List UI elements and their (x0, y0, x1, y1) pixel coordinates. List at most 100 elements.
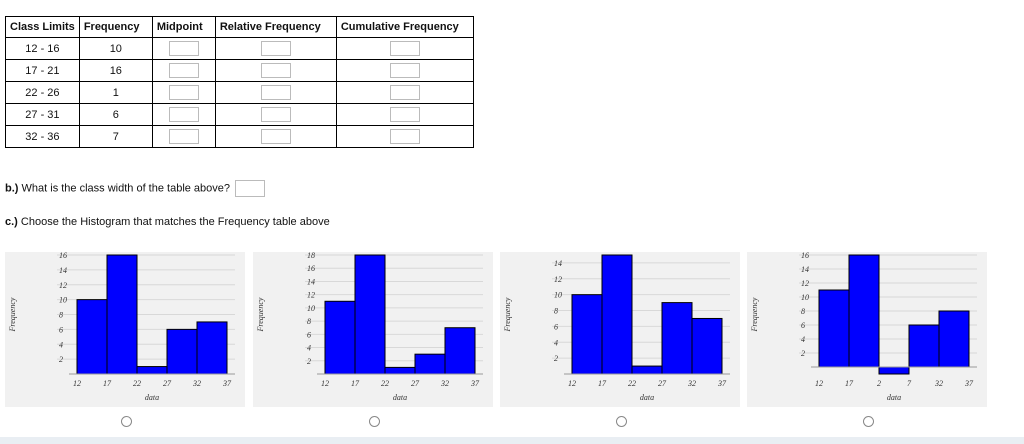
x-tick-label: 22 (133, 379, 141, 388)
frequency-table: Class Limits Frequency Midpoint Relative… (5, 16, 474, 148)
x-tick-label: 37 (717, 379, 727, 388)
y-tick-label: 2 (59, 355, 63, 364)
histogram-option-3: 2 4 6 8 10 12 14 12 17 22 27 32 37 data Frequency (500, 252, 740, 407)
y-axis-label: Frequency (750, 297, 759, 332)
y-tick-label: 18 (307, 252, 315, 260)
y-tick-label: 4 (554, 338, 558, 347)
x-tick-label: 27 (658, 379, 667, 388)
histogram-bar (691, 317, 723, 375)
histogram-bar (571, 294, 603, 375)
cumulative-frequency-input[interactable] (389, 107, 420, 122)
x-tick-label: 37 (964, 379, 974, 388)
y-tick-label: 16 (307, 264, 315, 273)
question-c: c.) Choose the Histogram that matches th… (5, 216, 330, 228)
y-tick-label: 14 (801, 265, 809, 274)
histogram-chart-3: 2 4 6 8 10 12 14 12 17 22 27 32 37 data Frequency (503, 254, 730, 402)
x-tick-label: 2 (877, 379, 881, 388)
histogram-bar (848, 254, 880, 368)
question-b-text: What is the class width of the table abo… (21, 182, 231, 195)
relative-frequency-input[interactable] (260, 107, 291, 122)
y-tick-label: 6 (801, 321, 805, 330)
x-tick-label: 12 (321, 379, 329, 388)
x-tick-label: 27 (411, 379, 420, 388)
histogram-bar (136, 366, 168, 375)
histogram-option-1-radio[interactable] (121, 416, 132, 427)
y-tick-label: 10 (554, 291, 562, 300)
x-tick-label: 32 (440, 379, 449, 388)
table-header-row: Class Limits Frequency Midpoint Relative… (5, 16, 474, 38)
relative-frequency-input[interactable] (260, 63, 291, 78)
class-width-input[interactable] (235, 180, 266, 197)
y-tick-label: 14 (307, 277, 315, 286)
midpoint-input[interactable] (168, 85, 199, 100)
x-axis-label: data (393, 393, 407, 402)
x-tick-label: 17 (351, 379, 360, 388)
cumulative-frequency-input[interactable] (389, 85, 420, 100)
histogram-option-4-radio[interactable] (863, 416, 874, 427)
frequency-cell: 1 (78, 81, 153, 104)
y-tick-label: 12 (554, 275, 562, 284)
y-tick-label: 6 (554, 322, 558, 331)
table-row: 17 - 21 16 (5, 59, 474, 82)
y-tick-label: 12 (801, 279, 809, 288)
footer-bar (0, 437, 1024, 444)
y-tick-label: 4 (801, 335, 805, 344)
midpoint-input[interactable] (168, 63, 199, 78)
question-b-prefix: b.) (5, 182, 19, 195)
histogram-option-2: 2 4 6 8 10 12 14 16 18 12 17 22 27 32 37 data Frequency (253, 252, 493, 407)
midpoint-input[interactable] (168, 41, 199, 56)
y-axis-label: Frequency (256, 297, 265, 332)
cumulative-frequency-input[interactable] (389, 63, 420, 78)
y-axis-label: Frequency (503, 297, 512, 332)
header-class-limits: Class Limits (5, 16, 80, 38)
histogram-bar (631, 365, 663, 375)
x-tick-label: 22 (381, 379, 389, 388)
y-tick-label: 6 (59, 325, 63, 334)
relative-frequency-input[interactable] (260, 41, 291, 56)
histogram-bar (938, 310, 970, 368)
frequency-cell: 16 (78, 59, 153, 82)
histogram-bar (106, 254, 138, 375)
x-axis-label: data (145, 393, 159, 402)
histogram-bar (818, 289, 850, 368)
relative-frequency-input[interactable] (260, 85, 291, 100)
cumulative-frequency-input[interactable] (389, 129, 420, 144)
histogram-chart-2: 2 4 6 8 10 12 14 16 18 12 17 22 27 32 37 data Frequency (256, 252, 483, 402)
y-tick-label: 14 (554, 259, 562, 268)
histogram-bar (661, 302, 693, 375)
frequency-cell: 6 (78, 103, 153, 126)
x-tick-label: 17 (103, 379, 112, 388)
y-tick-label: 8 (554, 307, 558, 316)
midpoint-input[interactable] (168, 107, 199, 122)
histogram-chart-1: 2 4 6 8 10 12 14 16 12 17 22 27 32 37 data Frequency (8, 252, 235, 402)
y-tick-label: 16 (59, 252, 67, 260)
y-tick-label: 10 (307, 304, 315, 313)
histogram-option-3-radio[interactable] (616, 416, 627, 427)
cumulative-frequency-input[interactable] (389, 41, 420, 56)
x-axis-label: data (887, 393, 901, 402)
table-row: 32 - 36 7 (5, 125, 474, 148)
y-tick-label: 2 (307, 357, 311, 366)
class-limits-cell: 12 - 16 (5, 37, 80, 60)
y-tick-label: 8 (59, 311, 63, 320)
y-tick-label: 2 (801, 349, 805, 358)
relative-frequency-input[interactable] (260, 129, 291, 144)
x-tick-label: 12 (815, 379, 823, 388)
x-tick-label: 32 (192, 379, 201, 388)
x-tick-label: 17 (598, 379, 607, 388)
header-midpoint: Midpoint (151, 16, 216, 38)
y-axis-label: Frequency (8, 297, 17, 332)
histogram-bar (166, 328, 198, 375)
class-limits-cell: 17 - 21 (5, 59, 80, 82)
midpoint-input[interactable] (168, 129, 199, 144)
question-c-text: Choose the Histogram that matches the Fr… (20, 216, 330, 228)
histogram-bar (601, 254, 633, 375)
histogram-option-2-radio[interactable] (369, 416, 380, 427)
header-relative-frequency: Relative Frequency (214, 16, 337, 38)
table-row: 12 - 16 10 (5, 37, 474, 60)
table-row: 22 - 26 1 (5, 81, 474, 104)
histogram-bar (908, 324, 940, 368)
y-tick-label: 6 (307, 330, 311, 339)
y-tick-label: 10 (801, 293, 809, 302)
header-frequency: Frequency (78, 16, 153, 38)
